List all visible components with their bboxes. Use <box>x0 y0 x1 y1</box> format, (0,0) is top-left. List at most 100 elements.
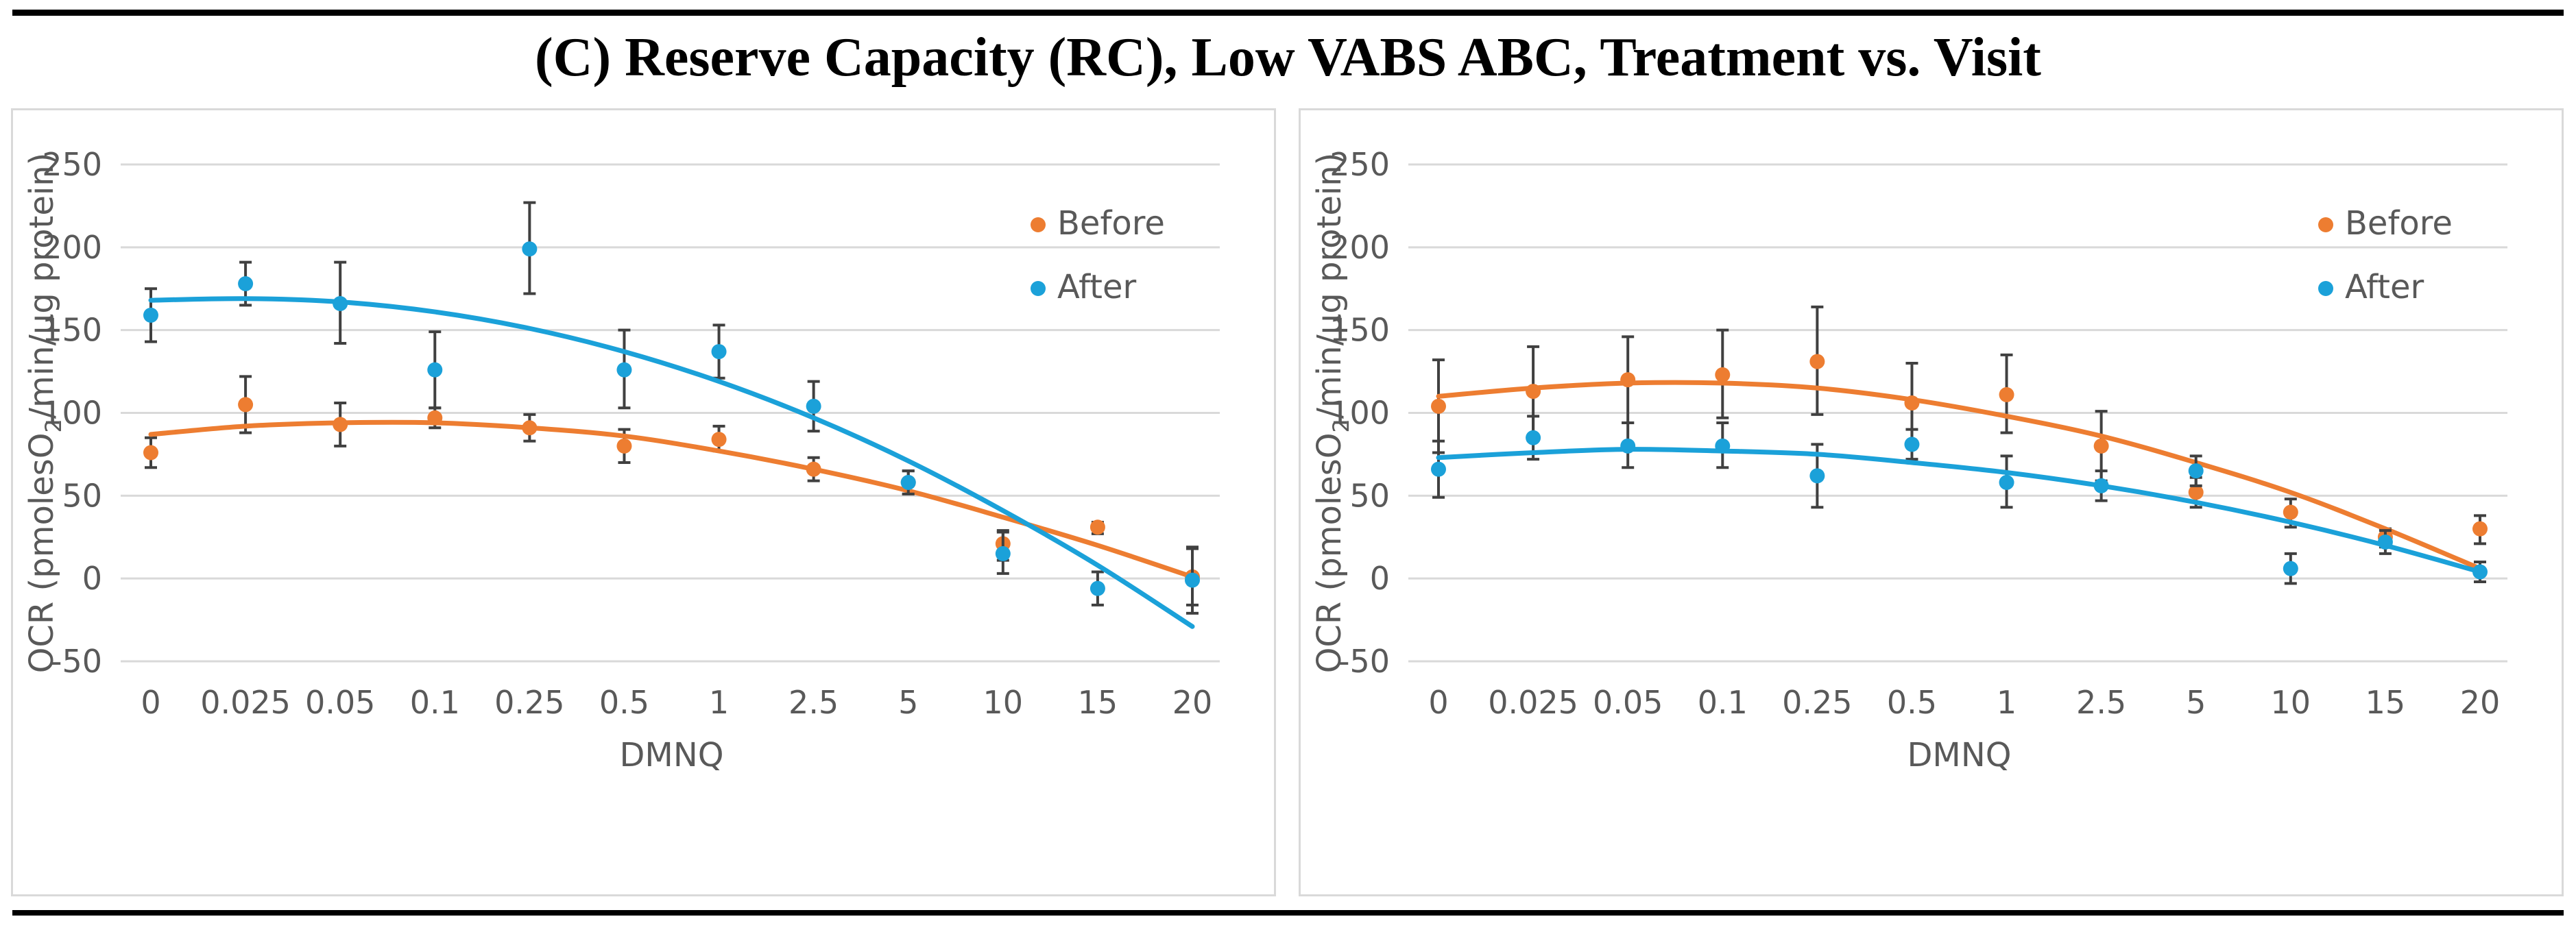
y-axis-title: OCR (pmolesO2/min/µg protein) <box>23 153 67 674</box>
legend-marker-after <box>1031 281 1046 296</box>
top-rule <box>12 10 2564 16</box>
data-point <box>1090 519 1105 535</box>
data-point <box>1999 387 2014 402</box>
trendline-after <box>148 296 1195 629</box>
x-tick-label: 0.05 <box>305 684 375 721</box>
y-axis-title-part: /min/µg protein) <box>1310 153 1349 419</box>
series-after <box>143 201 1200 629</box>
data-point <box>995 545 1011 561</box>
x-tick-label: 5 <box>2186 684 2206 721</box>
data-point <box>1809 468 1825 484</box>
legend-label-before: Before <box>1057 204 1165 243</box>
x-tick-label: 5 <box>898 684 918 721</box>
y-tick-label: 200 <box>42 229 102 266</box>
data-point <box>238 276 254 291</box>
y-tick-label: 250 <box>1329 146 1390 183</box>
series-after <box>1431 415 2488 585</box>
x-tick-label: 0 <box>1428 684 1448 721</box>
data-point <box>2188 485 2204 500</box>
x-tick-label: 0.5 <box>1887 684 1937 721</box>
x-tick-label: 0.025 <box>1488 684 1578 721</box>
y-tick-label: 150 <box>1329 312 1390 349</box>
data-point <box>1431 461 1446 477</box>
trendline-before <box>148 419 1195 580</box>
data-point <box>1620 438 1636 454</box>
x-tick-label: 0.025 <box>200 684 291 721</box>
y-tick-label: 0 <box>82 560 102 597</box>
data-point <box>143 445 158 461</box>
y-axis-title-subscript: 2 <box>1328 419 1354 432</box>
data-point <box>1620 372 1636 388</box>
gridlines <box>1408 163 2507 663</box>
y-tick-label: -50 <box>51 643 102 680</box>
data-point <box>333 417 348 432</box>
y-axis-title-part: OCR (pmolesO <box>23 432 61 673</box>
data-point <box>806 461 821 477</box>
y-tick-label: -50 <box>1338 643 1390 680</box>
data-point <box>616 438 632 454</box>
chart-left: 250 200 150 100 50 0 -50 0 0.025 0.05 0.1 0.25 0.5 1 2… <box>23 146 1220 774</box>
data-point <box>1999 475 2014 490</box>
y-axis-title: OCR (pmolesO2/min/µg protein) <box>1310 153 1354 674</box>
x-tick-label: 0.25 <box>494 684 564 721</box>
data-point <box>900 475 916 490</box>
data-point <box>1904 395 1920 410</box>
x-tick-label: 2.5 <box>2076 684 2126 721</box>
figure-title: (C) Reserve Capacity (RC), Low VABS ABC,… <box>535 27 2041 88</box>
x-tick-label: 20 <box>1172 684 1213 721</box>
chart-panel-left: 250 200 150 100 50 0 -50 0 0.025 0.05 0.1 0.25 0.5 1 2… <box>11 108 1276 896</box>
data-point <box>2093 438 2109 454</box>
data-point <box>2283 561 2298 576</box>
x-tick-label: 0.25 <box>1782 684 1852 721</box>
y-axis-title-part: /min/µg protein) <box>23 153 61 419</box>
legend-marker-before <box>2318 217 2333 232</box>
data-point <box>2377 535 2393 550</box>
data-point <box>333 296 348 311</box>
x-tick-label: 0.1 <box>410 684 460 721</box>
data-point <box>711 344 727 360</box>
x-tick-label: 1 <box>1997 684 2017 721</box>
y-tick-label: 0 <box>1370 560 1390 597</box>
legend-marker-after <box>2318 281 2333 296</box>
x-tick-label: 15 <box>2366 684 2406 721</box>
x-tick-label: 10 <box>2271 684 2311 721</box>
gridlines <box>121 163 1220 663</box>
x-tick-label: 0.5 <box>599 684 649 721</box>
trendline-before <box>1436 380 2483 572</box>
y-axis-title-subscript: 2 <box>40 419 67 432</box>
data-point <box>1185 572 1200 588</box>
data-point <box>2283 504 2298 520</box>
data-point <box>1526 384 1541 400</box>
bottom-rule <box>12 910 2564 916</box>
x-tick-label: 0 <box>141 684 160 721</box>
y-tick-label: 250 <box>42 146 102 183</box>
data-point <box>2188 463 2204 479</box>
data-point <box>2093 478 2109 493</box>
data-point <box>806 398 821 414</box>
data-point <box>522 420 538 436</box>
y-tick-label: 50 <box>62 477 102 514</box>
data-point <box>1715 438 1731 454</box>
x-tick-label: 10 <box>983 684 1024 721</box>
legend-label-before: Before <box>2345 204 2453 243</box>
data-point <box>1090 580 1105 596</box>
x-tick-label: 0.1 <box>1698 684 1748 721</box>
data-point <box>427 410 443 426</box>
data-point <box>2472 564 2488 580</box>
legend-label-after: After <box>2345 268 2424 306</box>
data-point <box>2472 521 2488 537</box>
legend-label-after: After <box>1057 268 1137 306</box>
y-tick-label: 200 <box>1329 229 1390 266</box>
trendline-after <box>1436 447 2483 574</box>
series-before <box>1431 305 2488 572</box>
x-axis-title: DMNQ <box>1907 736 2011 774</box>
data-point <box>1809 354 1825 369</box>
data-point <box>1715 367 1731 382</box>
legend-marker-before <box>1031 217 1046 232</box>
x-tick-label: 15 <box>1078 684 1118 721</box>
x-tick-label: 2.5 <box>789 684 839 721</box>
y-tick-label: 100 <box>1329 395 1390 432</box>
data-point <box>711 432 727 447</box>
series-before <box>143 375 1200 606</box>
chart-right: 250 200 150 100 50 0 -50 0 0.025 0.05 0.1 0.25 0.5 1 2… <box>1310 146 2507 774</box>
